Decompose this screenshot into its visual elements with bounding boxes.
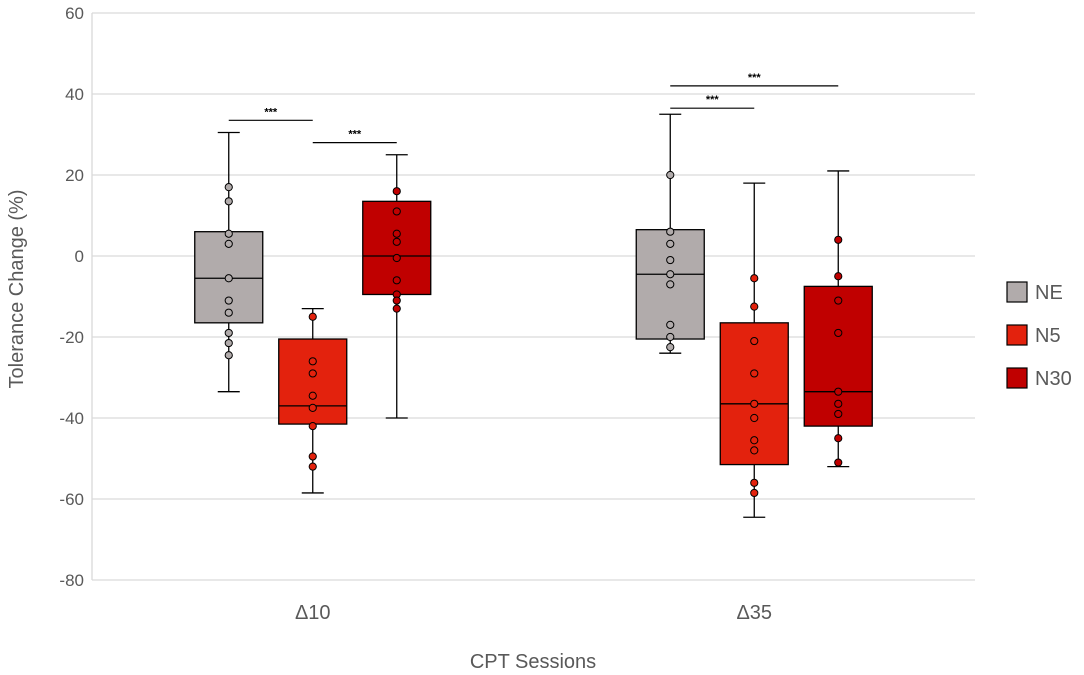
data-point — [834, 387, 843, 396]
significance-bracket: *** — [228, 106, 313, 121]
data-point — [224, 328, 233, 338]
data-point — [224, 296, 233, 305]
data-point — [392, 187, 401, 196]
significance-bracket: *** — [312, 129, 397, 144]
data-point — [392, 237, 401, 246]
box-NE-0 — [194, 131, 264, 393]
significance-label: *** — [264, 106, 278, 118]
data-point — [834, 434, 843, 443]
data-point — [666, 320, 675, 329]
data-point — [750, 436, 759, 445]
data-point — [666, 332, 675, 342]
data-point — [834, 458, 843, 467]
data-point — [224, 229, 233, 238]
data-point — [392, 229, 401, 238]
x-axis-ticks: Δ10 Δ35 — [295, 602, 772, 624]
box-N30-1 — [803, 170, 873, 468]
data-point — [224, 274, 233, 283]
data-point — [666, 239, 675, 248]
data-point — [224, 183, 233, 192]
data-point — [224, 308, 233, 317]
legend-item-N5: N5 — [1006, 324, 1061, 347]
data-point — [666, 170, 675, 180]
data-point — [750, 369, 759, 378]
legend-label: N5 — [1035, 325, 1061, 347]
data-point — [666, 227, 675, 236]
x-tick-label: Δ10 — [295, 602, 331, 624]
y-tick-label: 40 — [65, 85, 84, 104]
data-point — [834, 328, 843, 338]
data-point — [834, 409, 843, 419]
box-NE-1 — [635, 113, 705, 354]
data-point — [834, 235, 843, 244]
significance-bracket: *** — [670, 72, 839, 87]
significance-label: *** — [348, 129, 362, 141]
data-point — [750, 478, 759, 487]
y-tick-label: 60 — [65, 4, 84, 23]
y-tick-label: 20 — [65, 166, 84, 185]
data-point — [834, 272, 843, 281]
legend-label: NE — [1035, 282, 1063, 304]
data-point — [750, 274, 759, 283]
x-tick-label: Δ35 — [736, 602, 772, 624]
y-tick-label: -40 — [59, 409, 84, 428]
data-point — [224, 351, 233, 360]
data-point — [666, 255, 675, 265]
data-point — [750, 413, 759, 423]
data-point — [834, 399, 843, 408]
data-point — [308, 369, 317, 378]
y-tick-label: -80 — [59, 571, 84, 590]
data-point — [224, 338, 233, 348]
data-point — [750, 446, 759, 455]
data-point — [308, 462, 317, 471]
data-point — [834, 296, 843, 305]
legend-item-NE: NE — [1006, 281, 1063, 304]
data-point — [392, 304, 401, 313]
legend-swatch — [1006, 281, 1028, 303]
legend-label: N30 — [1035, 368, 1072, 390]
legend: NE N5 N30 — [1006, 281, 1072, 390]
data-point — [308, 422, 317, 431]
data-point — [666, 343, 675, 352]
data-point — [750, 336, 759, 346]
data-point — [392, 207, 401, 216]
data-point — [392, 276, 401, 285]
data-point — [308, 357, 317, 366]
box-N5-0 — [278, 307, 348, 494]
legend-item-N30: N30 — [1006, 367, 1072, 390]
y-axis-ticks: 60 40 20 0 -20 -40 -60 -80 — [59, 4, 84, 590]
significance-annotations: *** *** *** *** — [228, 72, 839, 144]
data-point — [308, 452, 317, 461]
data-point — [308, 312, 317, 321]
significance-bracket: *** — [670, 94, 755, 109]
y-tick-label: -20 — [59, 328, 84, 347]
data-point — [392, 253, 401, 263]
data-point — [750, 488, 759, 498]
significance-label: *** — [706, 94, 720, 106]
data-point — [750, 302, 759, 311]
y-tick-label: 0 — [75, 247, 84, 266]
box-series — [194, 113, 873, 518]
y-axis-title: Tolerance Change (%) — [6, 190, 28, 389]
legend-swatch — [1006, 324, 1028, 346]
box-N5-1 — [719, 182, 789, 518]
data-point — [224, 239, 233, 248]
significance-label: *** — [748, 72, 762, 84]
data-point — [224, 197, 233, 206]
y-tick-label: -60 — [59, 490, 84, 509]
data-point — [308, 403, 317, 412]
box-N30-0 — [362, 154, 432, 419]
data-point — [750, 399, 759, 408]
x-axis-title: CPT Sessions — [470, 651, 596, 673]
data-point — [666, 270, 675, 279]
data-point — [392, 296, 401, 305]
data-point — [308, 391, 317, 400]
legend-swatch — [1006, 367, 1028, 389]
data-point — [666, 280, 675, 289]
